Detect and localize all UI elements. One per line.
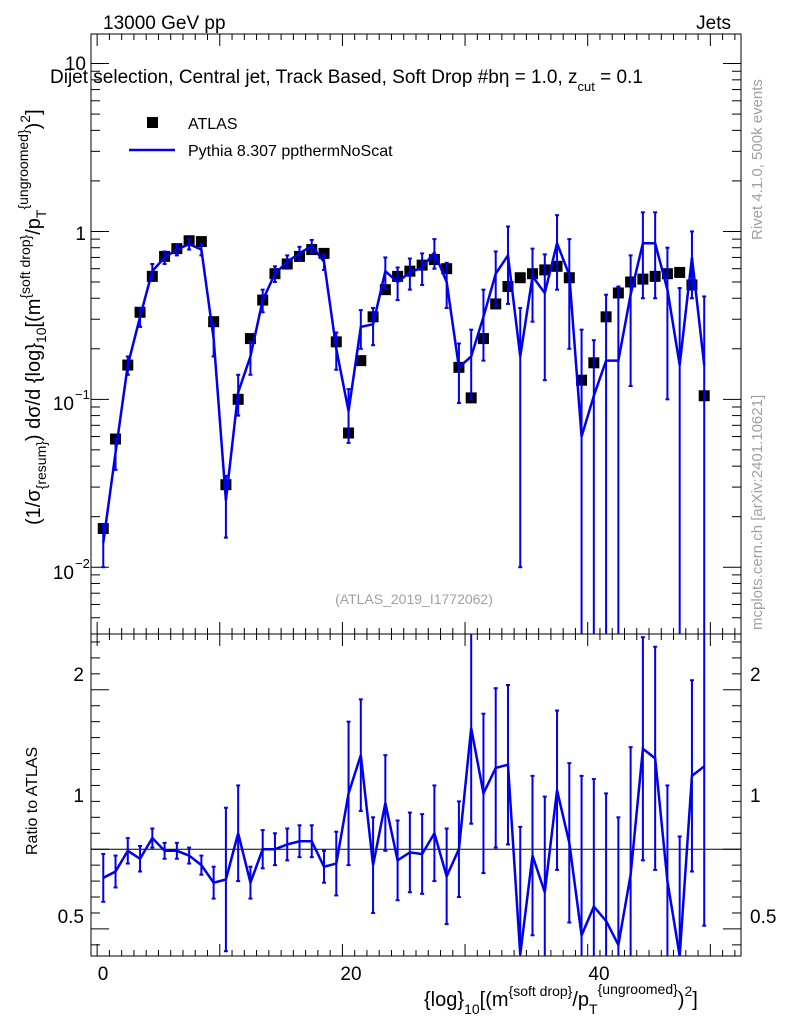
ylabel-l: ] [23, 109, 45, 115]
y-tick-base-0.01: 10 [53, 563, 74, 584]
xlabel-a: {log} [424, 989, 464, 1011]
ratio-y-axis-label: Ratio to ATLAS [24, 747, 41, 855]
atlas-data-point [674, 266, 686, 278]
side-label-mcplots: mcplots.cern.ch [arXiv:2401.10621] [749, 395, 766, 630]
y-axis-label: (1/σ{resum}) dσ/d {log}10[(m{soft drop}/… [15, 109, 49, 525]
y-tick-label-0.01: 10 [53, 563, 74, 584]
ylabel-f: {soft drop} [17, 234, 33, 298]
pythia-line [102, 239, 706, 543]
atlas-data-point [195, 236, 207, 248]
ylabel-h: T [33, 209, 49, 218]
main-axis-ticks [91, 34, 741, 635]
legend-label-pythia: Pythia 8.307 ppthermNoScat [188, 143, 393, 160]
xlabel-b: 10 [464, 1001, 480, 1017]
ylabel-a: (1/σ [23, 489, 45, 525]
legend-label-atlas: ATLAS [188, 116, 238, 133]
xlabel-f: T [589, 1001, 598, 1017]
ylabel-j: ) [23, 123, 45, 130]
legend-marker-atlas [147, 117, 158, 128]
header-left: 13000 GeV pp [103, 13, 226, 34]
xlabel-j: ] [692, 989, 698, 1011]
ratio-tick-1-left: 1 [73, 786, 84, 807]
y-tick-label-10: 10 [65, 54, 86, 75]
atlas-data-point [355, 355, 367, 367]
ratio-tick-2-right: 2 [750, 665, 761, 686]
ylabel-g: /p [23, 218, 45, 235]
ratio-plot-area [91, 634, 741, 957]
side-label-rivet: Rivet 4.1.0, 500k events [749, 79, 766, 240]
xlabel-h: ) [678, 989, 685, 1011]
ratio-axis-ticks [91, 634, 741, 956]
plot-title-cut: cut [578, 79, 596, 94]
ylabel-i: {ungroomed} [15, 129, 31, 210]
header-right: Jets [696, 13, 731, 34]
main-plot-area [97, 211, 710, 634]
ylabel-k: 2 [17, 115, 33, 123]
ylabel-d: 10 [33, 327, 49, 343]
ratio-tick-0.5-left: 0.5 [58, 907, 84, 928]
plot-title: Dijet selection, Central jet, Track Base… [50, 67, 643, 94]
ratio-tick-1-right: 1 [750, 786, 761, 807]
ratio-tick-2-left: 2 [73, 665, 84, 686]
atlas-data-point [244, 333, 256, 345]
x-axis-label: {log}10[(m{soft drop}/pT{ungroomed})2] [424, 981, 698, 1017]
analysis-label: (ATLAS_2019_I1772062) [335, 591, 493, 607]
y-tick-base-0.1: 10 [53, 394, 74, 415]
xlabel-d: {soft drop} [509, 983, 573, 999]
plot-title-main: Dijet selection, Central jet, Track Base… [50, 67, 499, 88]
ylabel-c: ) dσ/d {log} [23, 343, 45, 441]
plot-title-beta: η = 1.0, z [499, 67, 578, 88]
x-tick-label-0: 0 [98, 964, 109, 985]
xlabel-i: 2 [684, 983, 692, 999]
x-tick-label-40: 40 [588, 964, 609, 985]
atlas-data-point [208, 316, 220, 328]
plot-title-tail: = 0.1 [595, 67, 643, 88]
y-tick-exp-0.01: −2 [75, 556, 90, 571]
ylabel-e: [(m [23, 299, 45, 328]
atlas-data-point [379, 284, 391, 296]
x-tick-label-20: 20 [340, 964, 361, 985]
y-tick-exp-0.1: −1 [75, 387, 90, 402]
xlabel-g: {ungroomed} [598, 981, 679, 997]
y-tick-label-1: 1 [75, 224, 86, 245]
xlabel-c: [(m [480, 989, 509, 1011]
ylabel-b: {resum} [33, 441, 49, 490]
ratio-tick-0.5-right: 0.5 [750, 907, 776, 928]
y-tick-label-0.1: 10 [53, 394, 74, 415]
ratio-line [102, 727, 705, 957]
atlas-data-point [514, 272, 526, 284]
xlabel-e: /p [572, 989, 589, 1011]
